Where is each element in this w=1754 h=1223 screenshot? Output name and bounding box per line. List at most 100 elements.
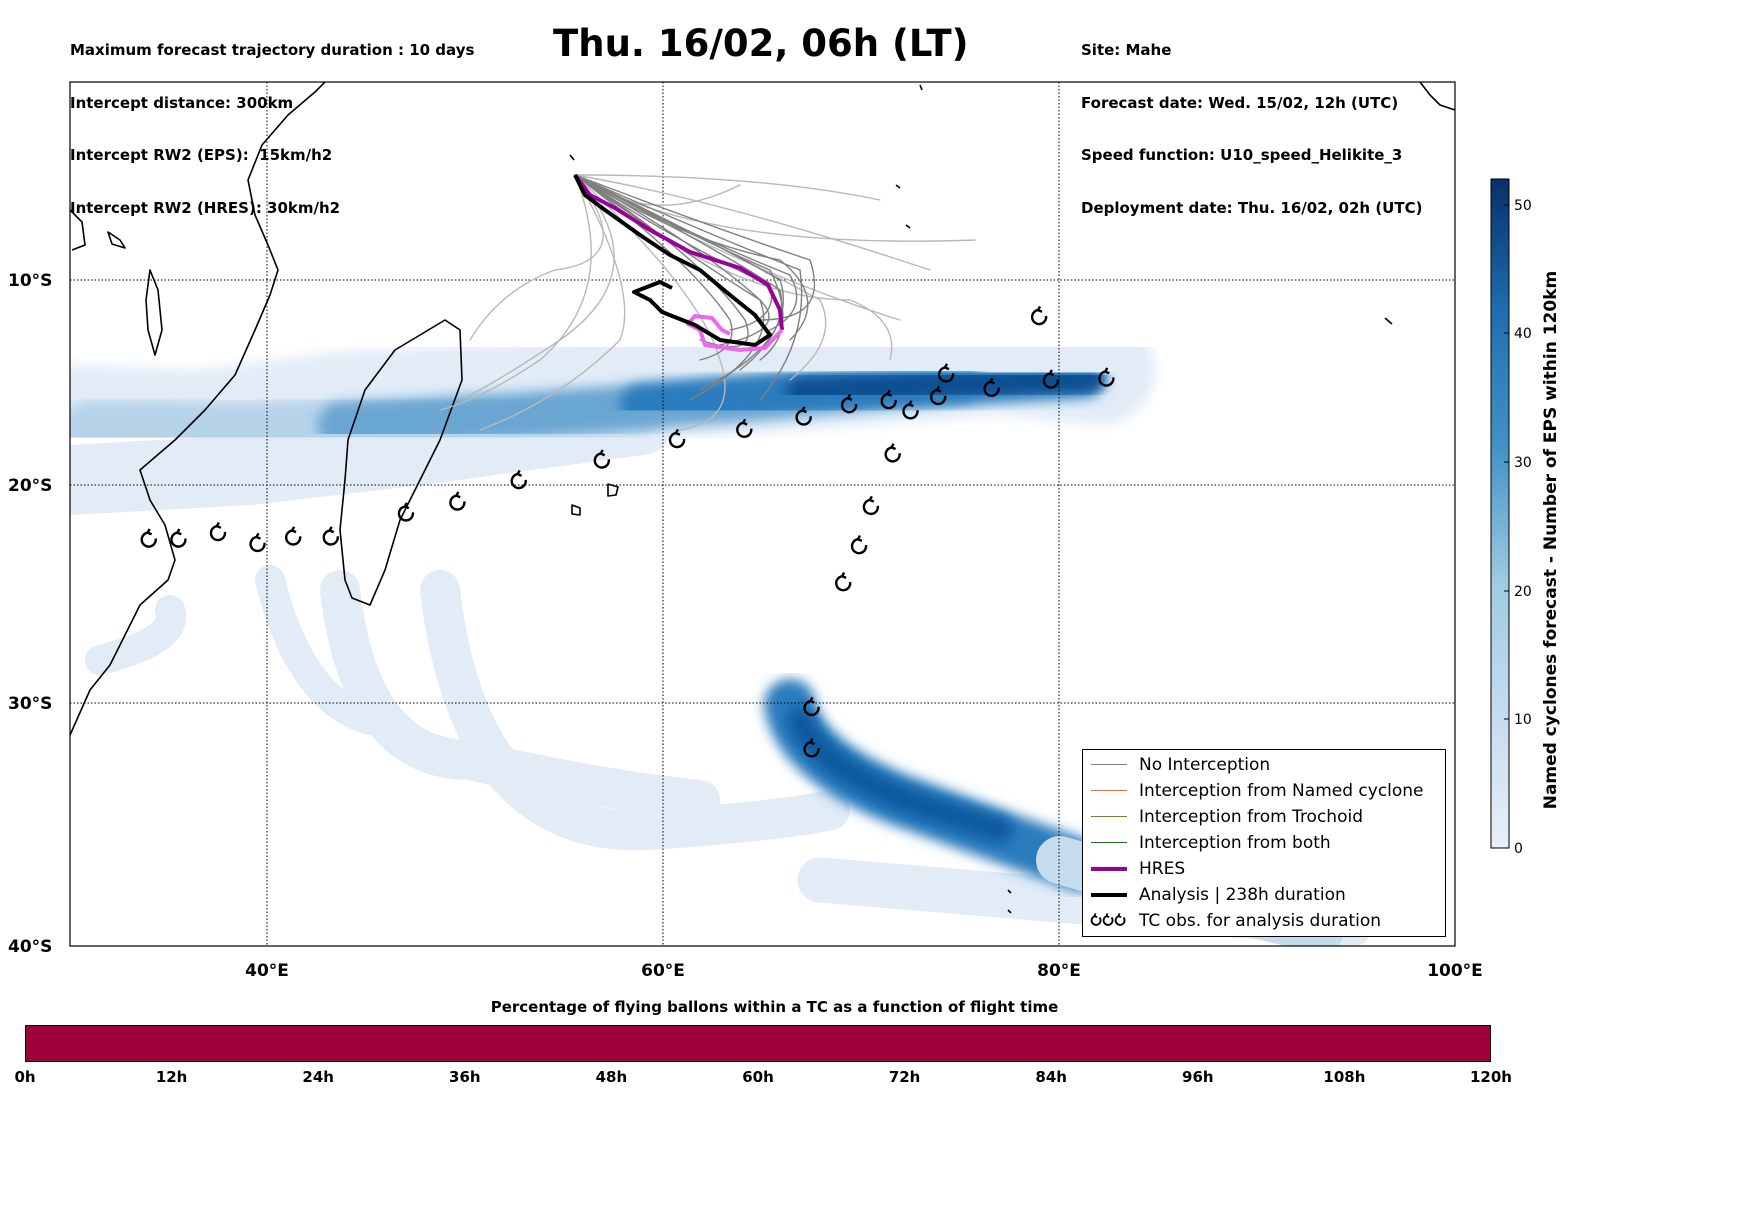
trajectory-no-interception <box>574 174 881 201</box>
time-in-tc-bar <box>25 1025 1491 1062</box>
trajectory-no-interception <box>574 174 931 271</box>
timebar-tick-label: 84h <box>1035 1068 1067 1086</box>
density-band-max <box>786 364 1104 406</box>
tc-observation-marker <box>322 526 339 546</box>
tc-obs-symbol-icon <box>1090 913 1126 926</box>
trajectory-no-interception <box>574 174 803 401</box>
lon-label-80e: 80°E <box>1037 961 1081 981</box>
tc-observation-marker <box>841 393 858 414</box>
trajectory-no-interception <box>574 174 798 331</box>
lake-tanganyika <box>145 269 163 356</box>
tc-observation-marker <box>170 528 187 548</box>
info-line: Forecast date: Wed. 15/02, 12h (UTC) <box>1081 93 1399 112</box>
lon-label-60e: 60°E <box>641 961 685 981</box>
timebar-tick-label: 36h <box>449 1068 481 1086</box>
tc-observation-marker <box>795 406 812 426</box>
tc-observation-marker <box>510 469 527 490</box>
kerguelen-dots <box>1007 889 1012 914</box>
legend-label: TC obs. for analysis duration <box>1139 911 1382 931</box>
legend-label: Analysis | 238h duration <box>1139 885 1346 905</box>
map-area <box>70 82 1455 946</box>
legend-label: No Interception <box>1139 755 1271 775</box>
legend-label: HRES <box>1139 859 1186 879</box>
colorbar-tick-20: 20 <box>1514 584 1532 600</box>
deployment-info: Site: Mahe Forecast date: Wed. 15/02, 12… <box>1081 7 1422 235</box>
lat-label-10s: 10°S <box>8 271 52 291</box>
legend-swatch <box>1091 893 1127 897</box>
lat-label-30s: 30°S <box>8 694 52 714</box>
page-title: Thu. 16/02, 06h (LT) <box>553 22 969 65</box>
trajectory-no-interception <box>574 174 770 346</box>
legend-swatch <box>1091 867 1127 871</box>
legend-swatch <box>1091 842 1127 843</box>
density-band-pale <box>420 570 850 851</box>
analysis-track <box>573 174 772 347</box>
timebar-title: Percentage of flying ballons within a TC… <box>490 998 1059 1016</box>
lat-label-20s: 20°S <box>8 476 52 496</box>
tc-observation-marker <box>862 495 880 516</box>
tc-observation-marker <box>1098 367 1115 387</box>
maldives-dots <box>895 84 923 229</box>
density-band-south-core <box>787 707 1013 843</box>
param-line: Intercept RW2 (EPS): 15km/h2 <box>70 146 333 164</box>
info-line: Site: Mahe <box>1081 41 1172 59</box>
lon-label-100e: 100°E <box>1427 961 1483 981</box>
legend-item-hres: HRES <box>1083 856 1443 882</box>
timebar-tick-label: 0h <box>14 1068 36 1086</box>
colorbar-tick-30: 30 <box>1514 455 1532 471</box>
legend-swatch <box>1091 790 1127 791</box>
tc-observation-marker <box>1042 369 1060 389</box>
tc-observation-marker <box>937 363 955 383</box>
tc-observation-marker <box>835 572 852 592</box>
tc-observation-marker <box>902 400 919 420</box>
tc-observation-marker <box>249 532 266 553</box>
tc-observation-marker <box>140 528 157 548</box>
timebar-tick-label: 120h <box>1470 1068 1512 1086</box>
legend-label: Interception from both <box>1139 833 1331 853</box>
colorbar-tick-0: 0 <box>1514 841 1523 857</box>
tc-observation-marker <box>668 428 686 449</box>
param-line: Intercept RW2 (HRES): 30km/h2 <box>70 198 341 217</box>
param-line: Maximum forecast trajectory duration : 1… <box>70 41 475 59</box>
seychelles-island <box>569 154 575 161</box>
colorbar <box>1490 178 1510 849</box>
colorbar-tick-10: 10 <box>1514 712 1532 728</box>
density-band-pale <box>320 570 720 820</box>
trajectory-no-interception <box>469 174 604 341</box>
timebar-tick-label: 108h <box>1323 1068 1366 1086</box>
timebar-tick-label: 12h <box>155 1068 188 1086</box>
timebar-tick-label: 24h <box>302 1068 334 1086</box>
tc-observations <box>140 305 1115 758</box>
density-band-pale <box>255 565 385 735</box>
indonesia-fragment <box>1419 82 1455 111</box>
eps-density-field <box>70 305 1373 946</box>
colorbar-tick-50: 50 <box>1514 198 1532 214</box>
legend-swatch <box>1091 816 1127 817</box>
hres-forecast-track-extension <box>686 314 784 352</box>
legend-item-tc-obs: TC obs. for analysis duration <box>1083 908 1443 934</box>
chagos-dot <box>1384 317 1393 325</box>
legend-item-named-cyclone: Interception from Named cyclone <box>1083 778 1443 804</box>
tc-observation-marker <box>803 696 820 717</box>
legend-item-analysis: Analysis | 238h duration <box>1083 882 1443 908</box>
info-line: Deployment date: Thu. 16/02, 02h (UTC) <box>1081 198 1423 217</box>
density-band-south <box>764 679 1106 891</box>
density-band-pale <box>85 595 187 675</box>
timebar-tick-label: 48h <box>595 1068 628 1086</box>
param-line: Intercept distance: 300km <box>70 93 294 112</box>
legend-item-trochoid: Interception from Trochoid <box>1083 804 1443 830</box>
madagascar-coastline <box>339 319 463 606</box>
map-frame <box>69 81 1456 947</box>
tc-observation-marker <box>285 526 302 546</box>
trajectory-no-interception <box>479 174 626 431</box>
colorbar-ticks <box>1504 204 1509 849</box>
coastlines <box>70 82 1455 914</box>
lake-victoria <box>70 209 86 251</box>
legend-label: Interception from Trochoid <box>1139 807 1363 827</box>
tc-observation-marker <box>880 389 897 410</box>
tc-observation-marker <box>209 521 227 542</box>
info-line: Speed function: U10_speed_Helikite_3 <box>1081 146 1403 164</box>
reunion <box>571 504 581 516</box>
tc-observation-marker <box>449 491 466 511</box>
cyclone-trajectory-map: 10°S 20°S 30°S 40°S 40°E 60°E 80°E 100°E… <box>8 81 1561 981</box>
